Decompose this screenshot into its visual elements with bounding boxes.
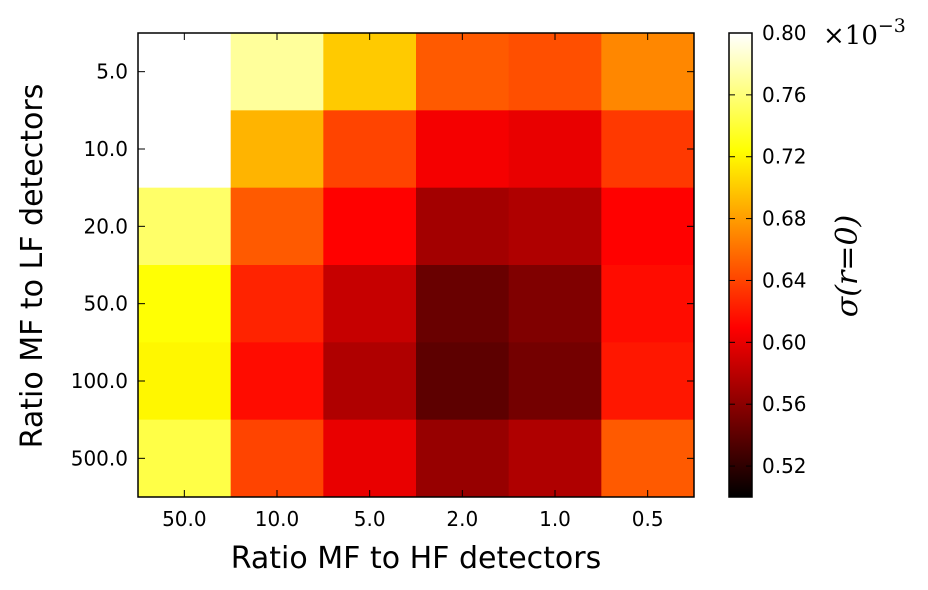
colorbar-tick-label: 0.64 bbox=[762, 268, 807, 292]
heatmap-cell bbox=[508, 419, 602, 498]
y-tick-label: 10.0 bbox=[83, 137, 128, 161]
heatmap-cell bbox=[508, 342, 602, 421]
colorbar-tick-label: 0.80 bbox=[762, 21, 807, 45]
heatmap-cell bbox=[508, 265, 602, 343]
heatmap-cell bbox=[416, 110, 510, 189]
heatmap-cell bbox=[601, 419, 695, 498]
heatmap-cell bbox=[138, 187, 232, 266]
y-tick-label: 500.0 bbox=[71, 446, 128, 470]
heatmap-cell bbox=[416, 265, 510, 343]
heatmap-cell bbox=[508, 33, 602, 111]
heatmap-cell bbox=[138, 33, 232, 111]
x-tick-label: 0.5 bbox=[632, 507, 664, 531]
x-tick-label: 5.0 bbox=[354, 507, 386, 531]
y-axis-label: Ratio MF to LF detectors bbox=[15, 84, 50, 449]
heatmap-cell bbox=[323, 265, 417, 343]
heatmap-cell bbox=[138, 342, 232, 421]
y-tick-label: 20.0 bbox=[83, 214, 128, 238]
heatmap-cell bbox=[230, 342, 324, 421]
heatmap-cell bbox=[138, 110, 232, 189]
colorbar-tick-label: 0.56 bbox=[762, 392, 807, 416]
heatmap-cell bbox=[230, 187, 324, 266]
heatmap-cell bbox=[323, 33, 417, 111]
heatmap-cell bbox=[601, 187, 695, 266]
colorbar-tick-label: 0.76 bbox=[762, 83, 807, 107]
y-tick-label: 100.0 bbox=[71, 369, 128, 393]
heatmap-cell bbox=[601, 265, 695, 343]
heatmap-cell bbox=[508, 110, 602, 189]
heatmap-cell bbox=[323, 342, 417, 421]
x-axis-label: Ratio MF to HF detectors bbox=[231, 541, 602, 576]
heatmap-cell bbox=[230, 110, 324, 189]
heatmap-cell bbox=[508, 187, 602, 266]
x-tick-label: 10.0 bbox=[255, 507, 300, 531]
heatmap-cell bbox=[230, 265, 324, 343]
heatmap-cell bbox=[323, 187, 417, 266]
heatmap-cell bbox=[323, 110, 417, 189]
heatmap-cell bbox=[138, 419, 232, 498]
heatmap-cell bbox=[138, 265, 232, 343]
heatmap-cell bbox=[601, 33, 695, 111]
heatmap-cell bbox=[323, 419, 417, 498]
colorbar-tick-label: 0.68 bbox=[762, 207, 807, 231]
heatmap-cells bbox=[138, 33, 695, 498]
colorbar-tick-label: 0.52 bbox=[762, 454, 807, 478]
y-axis: 5.0 10.0 20.0 50.0 100.0 500.0 bbox=[71, 60, 694, 470]
x-tick-label: 2.0 bbox=[446, 507, 478, 531]
heatmap-cell bbox=[416, 342, 510, 421]
heatmap-cell bbox=[230, 33, 324, 111]
x-tick-label: 1.0 bbox=[539, 507, 571, 531]
heatmap-cell bbox=[601, 110, 695, 189]
heatmap-cell bbox=[416, 187, 510, 266]
colorbar-multiplier: ×10−3 bbox=[823, 15, 906, 51]
colorbar-label: σ(r=0) bbox=[830, 215, 865, 317]
colorbar-tick-label: 0.72 bbox=[762, 145, 807, 169]
y-tick-label: 50.0 bbox=[83, 292, 128, 316]
colorbar bbox=[728, 32, 753, 498]
x-tick-label: 50.0 bbox=[162, 507, 207, 531]
x-axis: 50.0 10.0 5.0 2.0 1.0 0.5 bbox=[162, 33, 664, 531]
colorbar-ticks: 0.52 0.56 0.60 0.64 0.68 0.72 0.76 0.80 bbox=[729, 21, 807, 478]
heatmap-cell bbox=[416, 419, 510, 498]
heatmap-cell bbox=[230, 419, 324, 498]
heatmap-cell bbox=[416, 33, 510, 111]
colorbar-tick-label: 0.60 bbox=[762, 330, 807, 354]
heatmap-cell bbox=[601, 342, 695, 421]
y-tick-label: 5.0 bbox=[96, 60, 128, 84]
plot-frame bbox=[137, 32, 695, 498]
